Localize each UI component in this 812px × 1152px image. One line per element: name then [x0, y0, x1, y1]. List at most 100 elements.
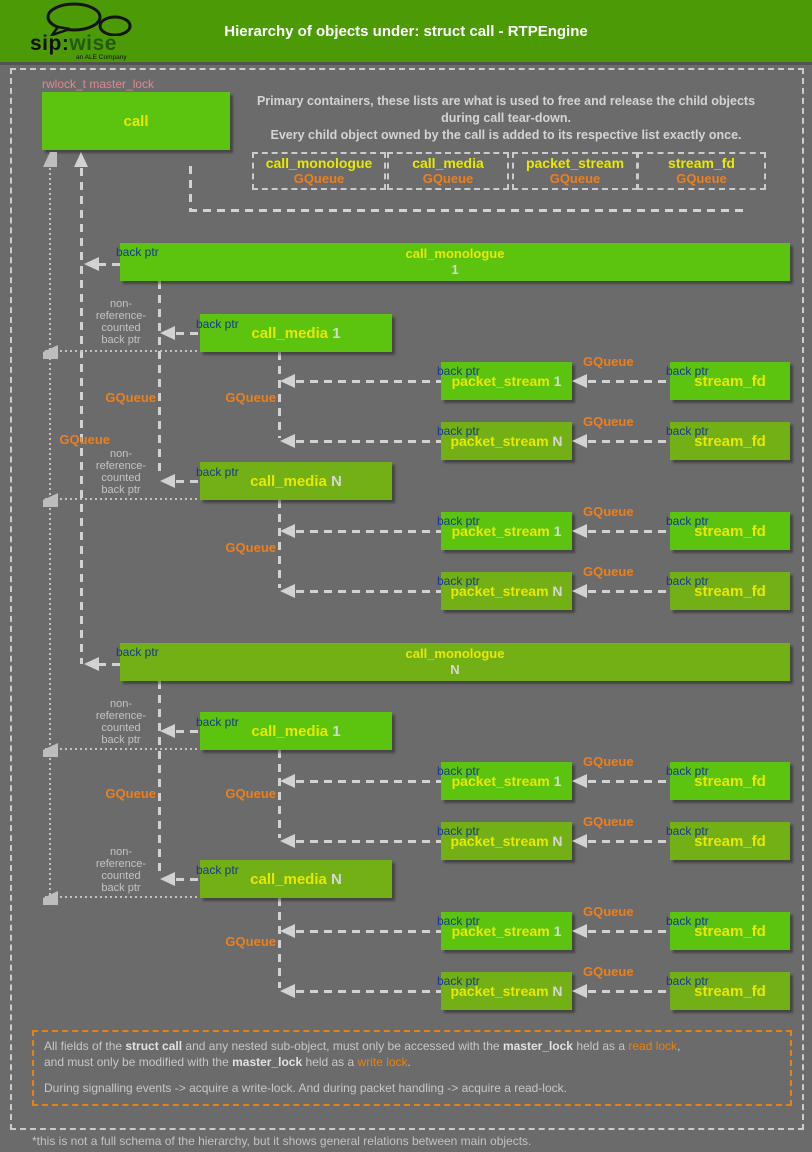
- media-index: 1: [328, 324, 341, 342]
- call-media-box: call_media 1: [200, 314, 392, 352]
- arrowhead-left-icon: [280, 524, 295, 538]
- note-text: and any nested sub-object, must only be …: [182, 1039, 503, 1053]
- arrowhead-left-icon: [572, 924, 587, 938]
- logo-tagline: an ALE Company: [76, 54, 127, 61]
- gqueue-label: GQueue: [105, 786, 156, 801]
- arrowhead-left-icon: [572, 984, 587, 998]
- stream-fd-name: stream_fd: [694, 372, 766, 390]
- non-ref-label: non- reference- counted back ptr: [95, 298, 147, 346]
- arrowhead-left-icon: [280, 584, 295, 598]
- gqueue-arrow: [588, 930, 670, 933]
- non-ref-back-ptr-arrow: [45, 498, 200, 500]
- sipwise-logo: sip:wise an ALE Company: [14, 2, 174, 61]
- arrowhead-left-icon: [280, 924, 295, 938]
- arrowhead-left-icon: [84, 657, 99, 671]
- gqueue-label: GQueue: [59, 432, 110, 447]
- back-ptr-line: [80, 168, 83, 664]
- back-ptr-label: back ptr: [196, 465, 239, 479]
- gqueue-label: GQueue: [583, 964, 634, 979]
- note-text: held as a: [302, 1055, 358, 1069]
- back-ptr-label: back ptr: [666, 574, 709, 588]
- back-ptr-arrow: [98, 263, 120, 266]
- call-box: call: [42, 92, 230, 150]
- packet-stream-box: packet_stream 1: [441, 912, 572, 950]
- back-ptr-label: back ptr: [437, 424, 480, 438]
- arrowhead-left-icon: [160, 326, 175, 340]
- legend-box-packet_stream: packet_stream GQueue: [512, 152, 638, 190]
- legend-box-stream_fd: stream_fd GQueue: [637, 152, 766, 190]
- gqueue-label: GQueue: [583, 754, 634, 769]
- packet-stream-name: packet_stream: [451, 923, 550, 939]
- media-index: 1: [328, 722, 341, 740]
- packet-stream-index: N: [548, 983, 563, 999]
- arrowhead-left-icon: [280, 434, 295, 448]
- note-text: During signalling events -> acquire a wr…: [44, 1081, 567, 1095]
- note-lock-text: read lock: [628, 1039, 678, 1053]
- note-line: All fields of the struct call and any ne…: [44, 1038, 780, 1054]
- gqueue-label: GQueue: [225, 390, 276, 405]
- back-ptr-arrow: [176, 332, 200, 335]
- gqueue-label: GQueue: [225, 540, 276, 555]
- call-media-box: call_media N: [200, 462, 392, 500]
- packet-stream-box: packet_stream N: [441, 972, 572, 1010]
- description-text: Primary containers, these lists are what…: [256, 94, 756, 142]
- packet-stream-index: N: [548, 833, 563, 849]
- gqueue-arrow: [588, 780, 670, 783]
- gqueue-arrow: [588, 990, 670, 993]
- arrowhead-left-icon: [160, 724, 175, 738]
- gqueue-line-v: [158, 281, 161, 477]
- packet-stream-name: packet_stream: [450, 983, 549, 999]
- media-name: call_media: [251, 324, 329, 342]
- packet-stream-box: packet_stream 1: [441, 512, 572, 550]
- monologue-index: N: [450, 662, 460, 677]
- back-ptr-arrow: [176, 730, 200, 733]
- media-index: N: [326, 870, 342, 888]
- stream-fd-name: stream_fd: [694, 832, 766, 850]
- logo-wordmark: sip:wise: [30, 32, 117, 56]
- arrowhead-left-icon: [280, 774, 295, 788]
- header: sip:wise an ALE Company Hierarchy of obj…: [0, 0, 812, 65]
- arrowhead-left-icon: [572, 374, 587, 388]
- back-ptr-label: back ptr: [196, 317, 239, 331]
- stream-fd-name: stream_fd: [694, 432, 766, 450]
- master-lock-label: rwlock_t master_lock: [42, 77, 155, 91]
- gqueue-label: GQueue: [583, 354, 634, 369]
- gqueue-label: GQueue: [225, 934, 276, 949]
- call-monologue-bar: call_monologue 1: [120, 243, 790, 281]
- monologue-name: call_monologue: [405, 646, 505, 661]
- back-ptr-label: back ptr: [666, 424, 709, 438]
- diagram-border: [10, 68, 804, 1130]
- legend-box-call_monologue: call_monologue GQueue: [252, 152, 386, 190]
- arrowhead-left-icon: [572, 584, 587, 598]
- legend-name: call_monologue: [265, 155, 373, 171]
- arrowhead-left-icon: [572, 834, 587, 848]
- arrowhead-left-icon: [43, 891, 58, 905]
- non-ref-label: non- reference- counted back ptr: [95, 698, 147, 746]
- arrowhead-left-icon: [43, 345, 58, 359]
- arrowhead-left-icon: [280, 834, 295, 848]
- back-ptr-arrow: [176, 480, 200, 483]
- back-ptr-label: back ptr: [437, 514, 480, 528]
- back-ptr-label: back ptr: [116, 245, 159, 259]
- locking-note-box: All fields of the struct call and any ne…: [32, 1030, 792, 1106]
- legend-container-type: GQueue: [549, 171, 601, 186]
- gqueue-label: GQueue: [583, 414, 634, 429]
- packet-stream-box: packet_stream N: [441, 422, 572, 460]
- call-media-box: call_media 1: [200, 712, 392, 750]
- footnote: *this is not a full schema of the hierar…: [32, 1134, 532, 1148]
- arrowhead-left-icon: [572, 434, 587, 448]
- note-bold-text: master_lock: [502, 1039, 573, 1053]
- back-ptr-label: back ptr: [437, 764, 480, 778]
- non-ref-back-ptr-arrow: [45, 350, 200, 352]
- back-ptr-arrow: [296, 530, 441, 533]
- legend-container-type: GQueue: [422, 171, 474, 186]
- stream-fd-name: stream_fd: [694, 522, 766, 540]
- legend-container-type: GQueue: [676, 171, 727, 186]
- arrowhead-left-icon: [572, 774, 587, 788]
- gqueue-line-v: [278, 352, 281, 438]
- legend-name: call_media: [412, 155, 484, 171]
- back-ptr-label: back ptr: [666, 914, 709, 928]
- packet-stream-box: packet_stream 1: [441, 762, 572, 800]
- media-index: N: [326, 472, 342, 490]
